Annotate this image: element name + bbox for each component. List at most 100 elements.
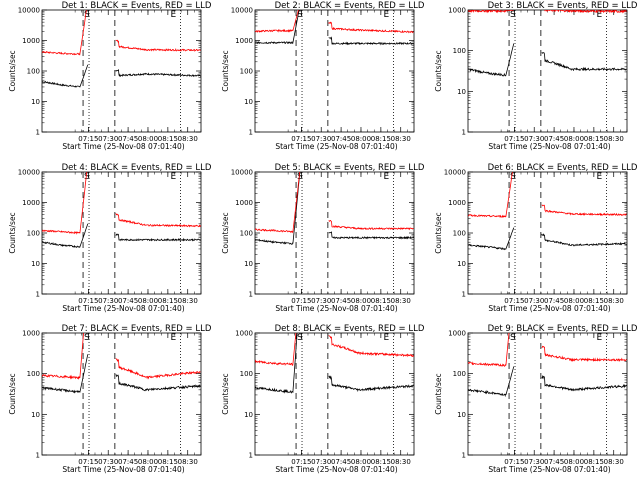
x-tick-label: 08:15 [584,458,604,466]
panel-title: Det 5: BLACK = Events, RED = LLD [275,163,425,173]
x-axis-label: Start Time (25-Nov-08 07:01:40) [275,304,397,313]
x-tick-label: 08:00 [138,458,158,466]
y-tick-label: 10000 [18,169,40,177]
y-tick-label: 1 [462,452,466,460]
series-lld-line [255,172,414,234]
x-tick-label: 07:15 [78,458,98,466]
y-tick-label: 1000 [448,199,466,207]
x-tick-label: 08:00 [138,135,158,143]
event-marker-start: S [84,10,90,20]
event-marker-start: S [84,333,90,343]
series-events-line [255,172,414,245]
y-tick-label: 10000 [18,7,40,15]
y-tick-label: 1000 [22,330,40,338]
x-axis-label: Start Time (25-Nov-08 07:01:40) [488,465,610,474]
panel-title: Det 7: BLACK = Events, RED = LLD [62,324,212,334]
y-tick-label: 10 [244,411,253,419]
detector-panel-7: Det 7: BLACK = Events, RED = LLD 1 10 100 10… [8,324,212,474]
event-marker-end: E [596,172,602,182]
x-tick-label: 07:45 [331,458,351,466]
x-tick-label: 08:15 [158,297,178,305]
panel-title: Det 8: BLACK = Events, RED = LLD [275,324,425,334]
panel-title: Det 9: BLACK = Events, RED = LLD [488,324,638,334]
x-tick-label: 08:00 [351,297,371,305]
panel-title: Det 6: BLACK = Events, RED = LLD [488,163,638,173]
y-tick-label: 100 [240,68,253,76]
x-tick-label: 08:30 [178,458,198,466]
y-tick-label: 10000 [231,169,253,177]
y-tick-label: 100 [240,370,253,378]
x-tick-label: 07:30 [524,297,544,305]
y-tick-label: 10 [31,411,40,419]
series-lld-line [255,10,414,34]
y-tick-label: 10000 [231,7,253,15]
x-tick-label: 07:15 [504,135,524,143]
x-tick-label: 08:30 [178,135,198,143]
y-tick-label: 1000 [448,330,466,338]
panel-title: Det 2: BLACK = Events, RED = LLD [275,1,425,11]
x-tick-label: 07:30 [311,458,331,466]
event-marker-end: E [170,333,176,343]
x-tick-label: 08:15 [158,135,178,143]
x-tick-label: 07:30 [98,135,118,143]
x-tick-label: 08:30 [391,458,411,466]
detector-panel-8: Det 8: BLACK = Events, RED = LLD 1 10 100 10… [221,324,425,474]
y-tick-label: 100 [27,230,40,238]
y-tick-label: 1000 [235,37,253,45]
series-events-line [42,354,201,394]
plot-frame [467,171,628,295]
y-tick-label: 1 [36,291,40,299]
y-tick-label: 1 [462,291,466,299]
detector-panel-3: Det 3: BLACK = Events, RED = LLD 1 10 100 10… [434,1,638,151]
plot-frame [41,171,202,295]
x-tick-label: 07:45 [544,458,564,466]
series-lld-line [42,10,201,56]
x-tick-label: 08:15 [158,458,178,466]
y-tick-label: 10 [457,88,466,96]
x-axis-label: Start Time (25-Nov-08 07:01:40) [275,142,397,151]
plot-frame [467,332,628,456]
event-marker-end: E [170,10,176,20]
detector-panel-2: Det 2: BLACK = Events, RED = LLD 1 10 100 10… [221,1,425,151]
y-tick-label: 10000 [444,169,466,177]
y-tick-label: 100 [453,230,466,238]
y-tick-label: 1 [462,129,466,137]
event-marker-start: S [297,172,303,182]
y-tick-label: 1000 [22,199,40,207]
x-tick-label: 07:45 [118,297,138,305]
series-events-line [255,333,414,394]
plot-frame [467,9,628,133]
x-tick-label: 07:30 [311,297,331,305]
detector-panel-9: Det 9: BLACK = Events, RED = LLD 1 10 100 10… [434,324,638,474]
event-marker-end: E [383,333,389,343]
x-tick-label: 07:30 [524,135,544,143]
series-lld-line [468,10,627,14]
series-events-line [42,223,201,248]
plot-frame [41,332,202,456]
y-tick-label: 10 [457,260,466,268]
detector-panel-4: Det 4: BLACK = Events, RED = LLD 1 10 100 10… [8,163,212,313]
x-tick-label: 07:45 [118,135,138,143]
plot-frame [254,332,415,456]
y-tick-label: 1 [36,129,40,137]
series-lld-line [42,333,201,381]
x-tick-label: 08:00 [564,458,584,466]
y-axis-label: Counts/sec [221,212,230,253]
x-tick-label: 08:00 [564,297,584,305]
x-tick-label: 07:45 [544,297,564,305]
x-axis-label: Start Time (25-Nov-08 07:01:40) [488,304,610,313]
series-events-line [468,366,627,398]
x-tick-label: 08:30 [391,297,411,305]
x-tick-label: 07:30 [98,458,118,466]
plot-frame [41,9,202,133]
x-tick-label: 07:45 [331,297,351,305]
x-tick-label: 07:30 [524,458,544,466]
detector-panel-6: Det 6: BLACK = Events, RED = LLD 1 10 100 10… [434,163,638,313]
series-events-line [468,227,627,251]
x-tick-label: 08:00 [138,297,158,305]
y-tick-label: 10 [31,260,40,268]
x-axis-label: Start Time (25-Nov-08 07:01:40) [62,465,184,474]
series-events-line [255,10,414,46]
event-marker-end: E [170,172,176,182]
